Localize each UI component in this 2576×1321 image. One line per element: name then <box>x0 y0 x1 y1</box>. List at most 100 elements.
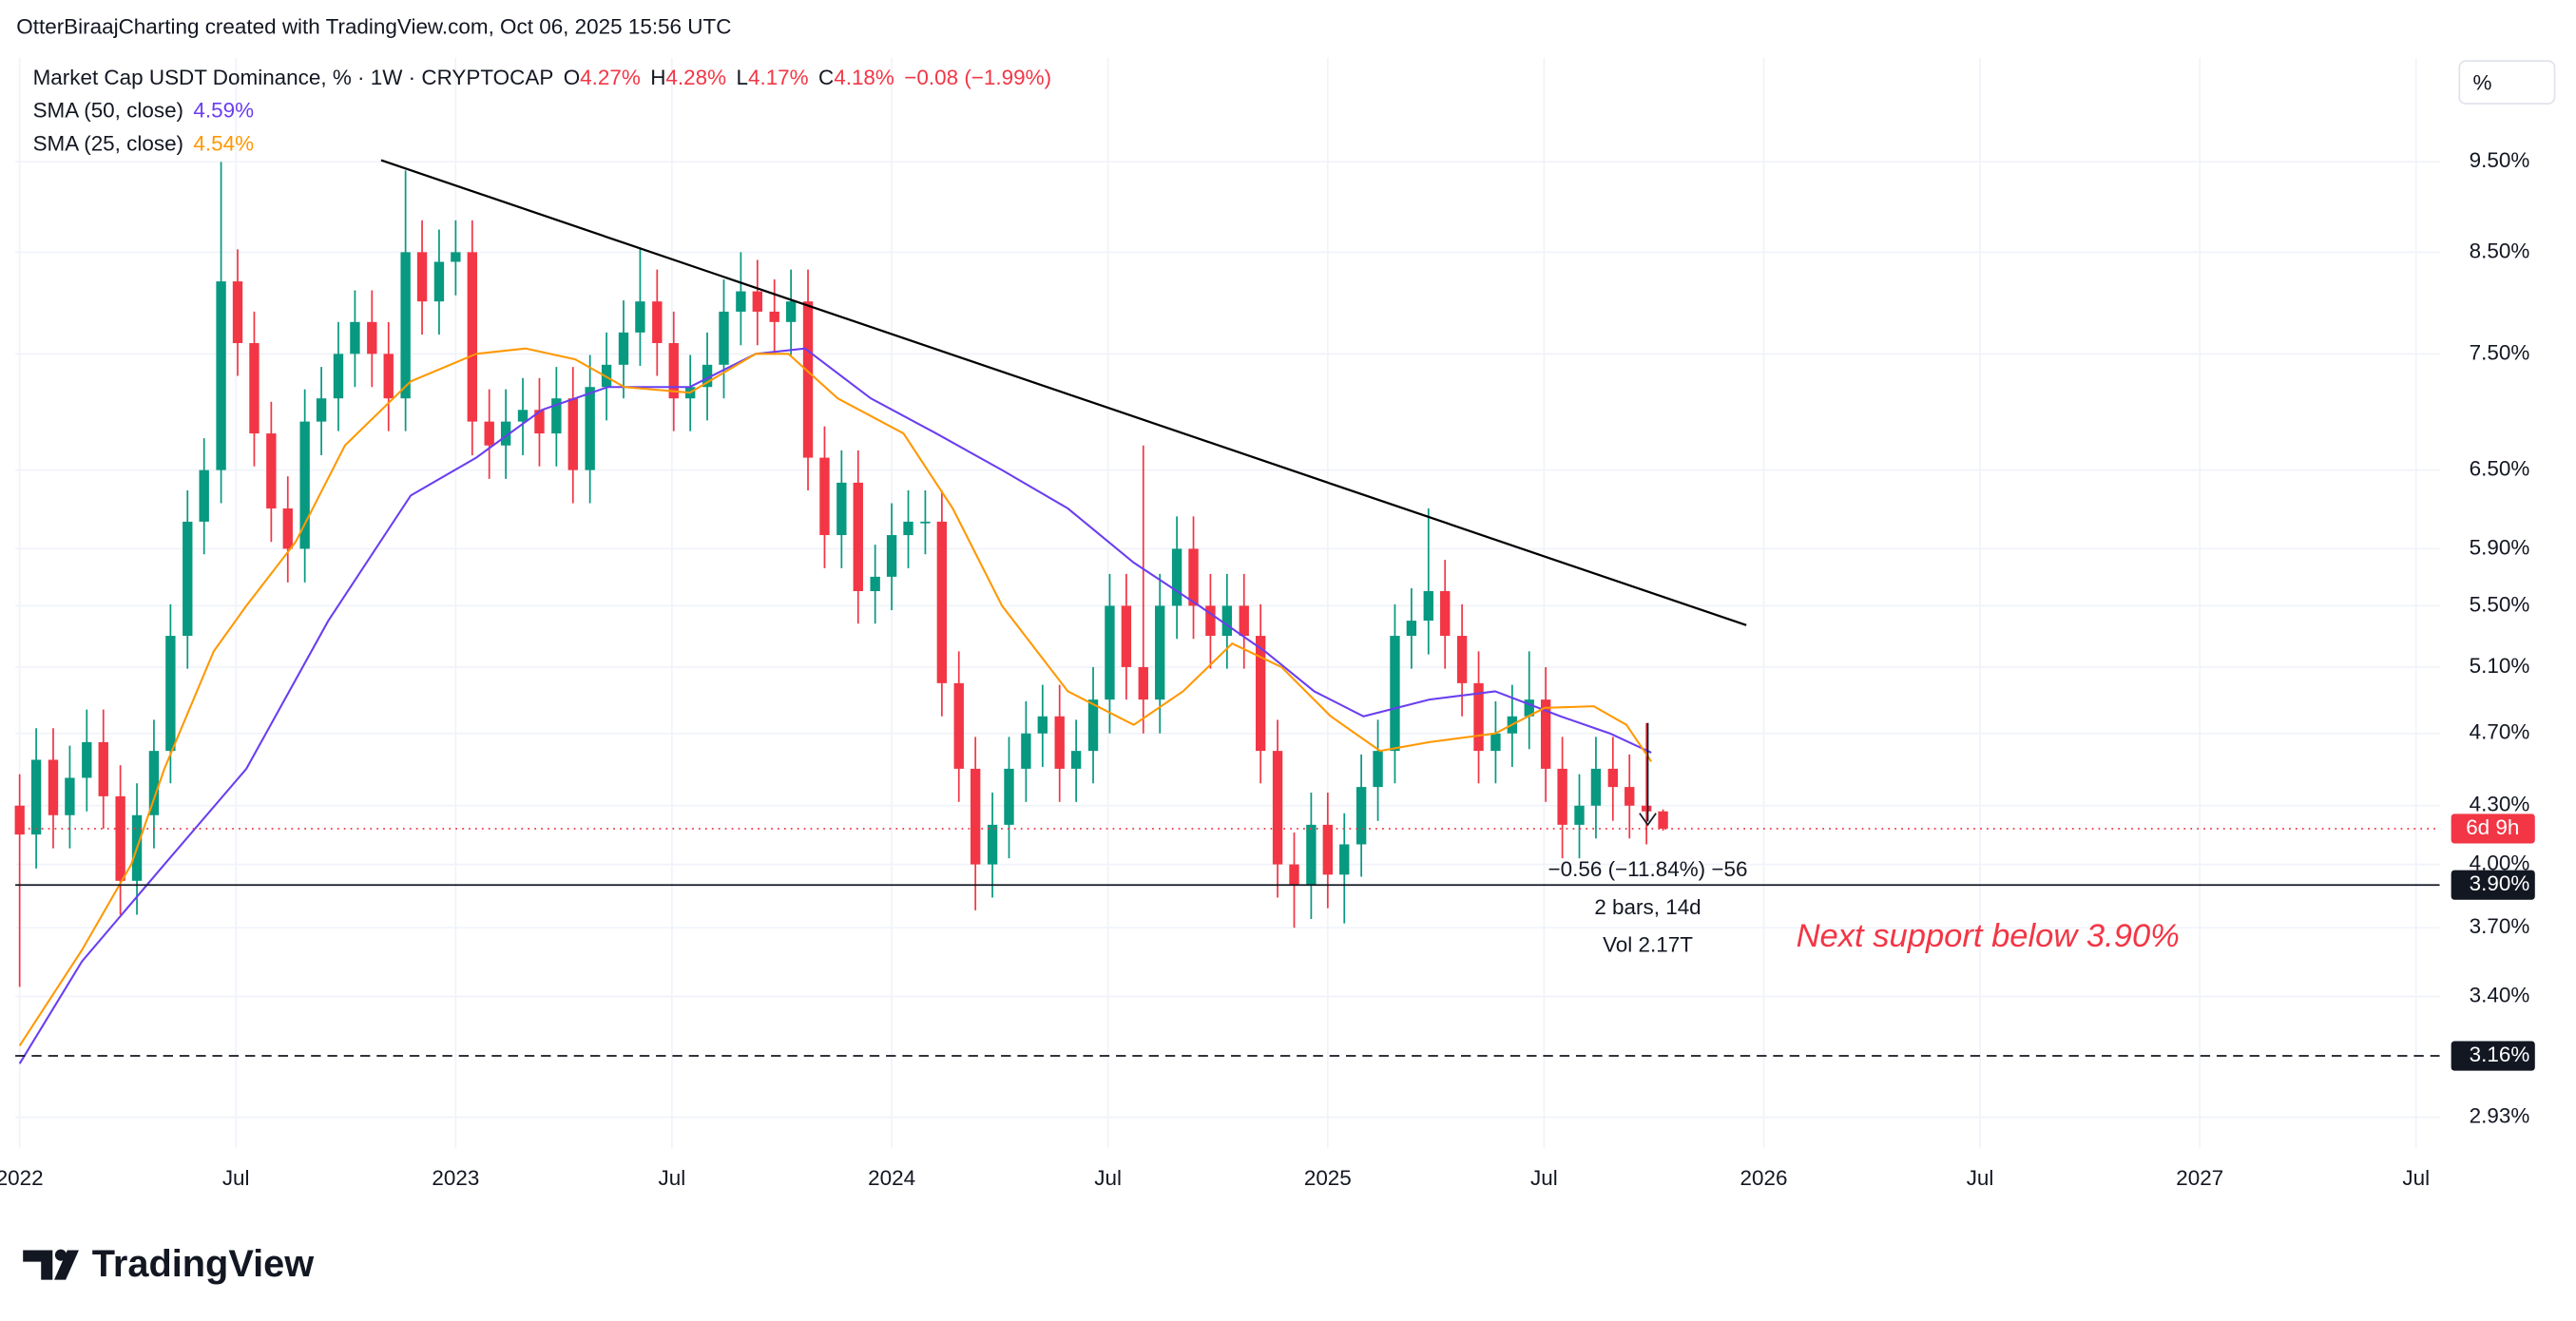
candle-body <box>1087 699 1099 752</box>
candle-body <box>467 252 477 422</box>
legend-entry: SMA (25, close) 4.54% <box>33 131 255 155</box>
candle-body <box>1037 716 1048 734</box>
moving-average <box>18 347 1653 1046</box>
countdown: 6d 9h <box>2466 815 2519 839</box>
candle-body <box>98 741 108 796</box>
legend-title: Market Cap USDT Dominance, % · 1W · CRYP… <box>33 66 1052 89</box>
candle-body <box>433 261 445 302</box>
candle-body <box>1322 824 1334 875</box>
logo: TradingView <box>23 1243 314 1285</box>
candle-body <box>1373 751 1383 788</box>
y-tick-label: 7.50% <box>2470 340 2530 364</box>
candle-body <box>551 398 562 434</box>
candle-body <box>299 421 310 549</box>
scale-button[interactable] <box>2458 60 2556 105</box>
candle-body <box>1155 605 1165 700</box>
moving-average <box>18 347 1652 1064</box>
measure-text: Vol 2.17T <box>1603 933 1693 957</box>
candle-body <box>534 410 545 434</box>
candle-body <box>1339 844 1350 875</box>
measure-text: 2 bars, 14d <box>1594 895 1701 919</box>
candle-body <box>635 301 645 333</box>
candle-body <box>652 301 663 344</box>
candle-body <box>451 252 461 262</box>
candle-body <box>350 321 360 354</box>
y-tick-label: 6.50% <box>2470 457 2530 481</box>
price-badge <box>2451 870 2535 900</box>
candle-body <box>1105 605 1115 700</box>
candle-body <box>702 364 713 388</box>
last-price-badge <box>2451 814 2535 844</box>
ohlc-key: O <box>564 66 580 89</box>
legend-entry: SMA (50, close) 4.59% <box>33 99 255 123</box>
candle-body <box>953 682 964 769</box>
candle-body <box>987 824 998 865</box>
ohlc-key: C <box>818 66 834 89</box>
ohlc-value: 4.18% <box>834 66 894 89</box>
candle-body <box>1406 621 1417 637</box>
candle-body <box>1054 716 1065 769</box>
candle-body <box>266 433 277 509</box>
candle-body <box>249 343 260 434</box>
legend-value: 4.54% <box>193 131 254 155</box>
candle-body <box>1641 805 1652 812</box>
y-tick-label: 3.70% <box>2470 914 2530 938</box>
symbol-title: Market Cap USDT Dominance, % · 1W · CRYP… <box>33 66 554 89</box>
candle-body <box>367 321 377 354</box>
x-tick-label: Jul <box>659 1166 686 1190</box>
logo-mark <box>54 1250 79 1280</box>
y-tick-label: 9.50% <box>2470 148 2530 172</box>
scale-button-label[interactable]: % <box>2473 70 2492 94</box>
x-tick-label: 2026 <box>1740 1166 1788 1190</box>
candle-body <box>719 311 729 365</box>
x-tick-label: Jul <box>1967 1166 1994 1190</box>
candle-body <box>484 421 494 446</box>
candle-body <box>785 301 797 322</box>
y-tick-label: 2.93% <box>2470 1104 2530 1128</box>
legend-value: 4.59% <box>193 99 254 123</box>
candle-body <box>1255 636 1266 752</box>
ohlc-key: H <box>650 66 665 89</box>
candle-body <box>1390 636 1400 752</box>
ohlc-value: 4.17% <box>748 66 809 89</box>
legend-name: SMA (25, close) <box>33 131 183 155</box>
candle-body <box>416 252 428 302</box>
y-tick-label: 4.70% <box>2470 720 2530 744</box>
change: −0.08 (−1.99%) <box>904 66 1051 89</box>
candle-body <box>400 252 411 399</box>
x-tick-label: 2027 <box>2176 1166 2223 1190</box>
candle-body <box>517 410 529 422</box>
candle-body <box>1574 805 1585 825</box>
candle-body <box>1624 787 1635 806</box>
x-tick-label: Jul <box>1530 1166 1558 1190</box>
candle-body <box>1239 605 1249 637</box>
candle-body <box>115 795 125 881</box>
x-tick-label: 2023 <box>432 1166 479 1190</box>
logo-mark <box>54 1249 67 1261</box>
x-tick-label: Jul <box>1094 1166 1122 1190</box>
candle-body <box>165 636 176 752</box>
y-tick-label: 4.30% <box>2470 793 2530 816</box>
candle-body <box>65 777 75 815</box>
y-tick-label: 5.10% <box>2470 654 2530 678</box>
x-tick-label: 2024 <box>868 1166 915 1190</box>
logo-mark <box>23 1250 53 1280</box>
candle-body <box>970 768 981 865</box>
candle-body <box>500 421 511 446</box>
candle-body <box>333 354 344 399</box>
y-tick-label: 5.90% <box>2470 535 2530 559</box>
candle-body <box>1121 605 1132 667</box>
candle-body <box>1306 824 1317 886</box>
candle-body <box>1021 733 1031 769</box>
candle-body <box>1658 811 1668 829</box>
candle-body <box>1004 768 1014 825</box>
candle-body <box>903 521 913 536</box>
candle-body <box>567 398 578 470</box>
candle-body <box>736 291 746 312</box>
candle-body <box>886 535 897 577</box>
trendline <box>380 159 1747 626</box>
candle-body <box>282 508 293 549</box>
candle-body <box>30 759 42 835</box>
x-tick-label: 2022 <box>0 1166 44 1190</box>
